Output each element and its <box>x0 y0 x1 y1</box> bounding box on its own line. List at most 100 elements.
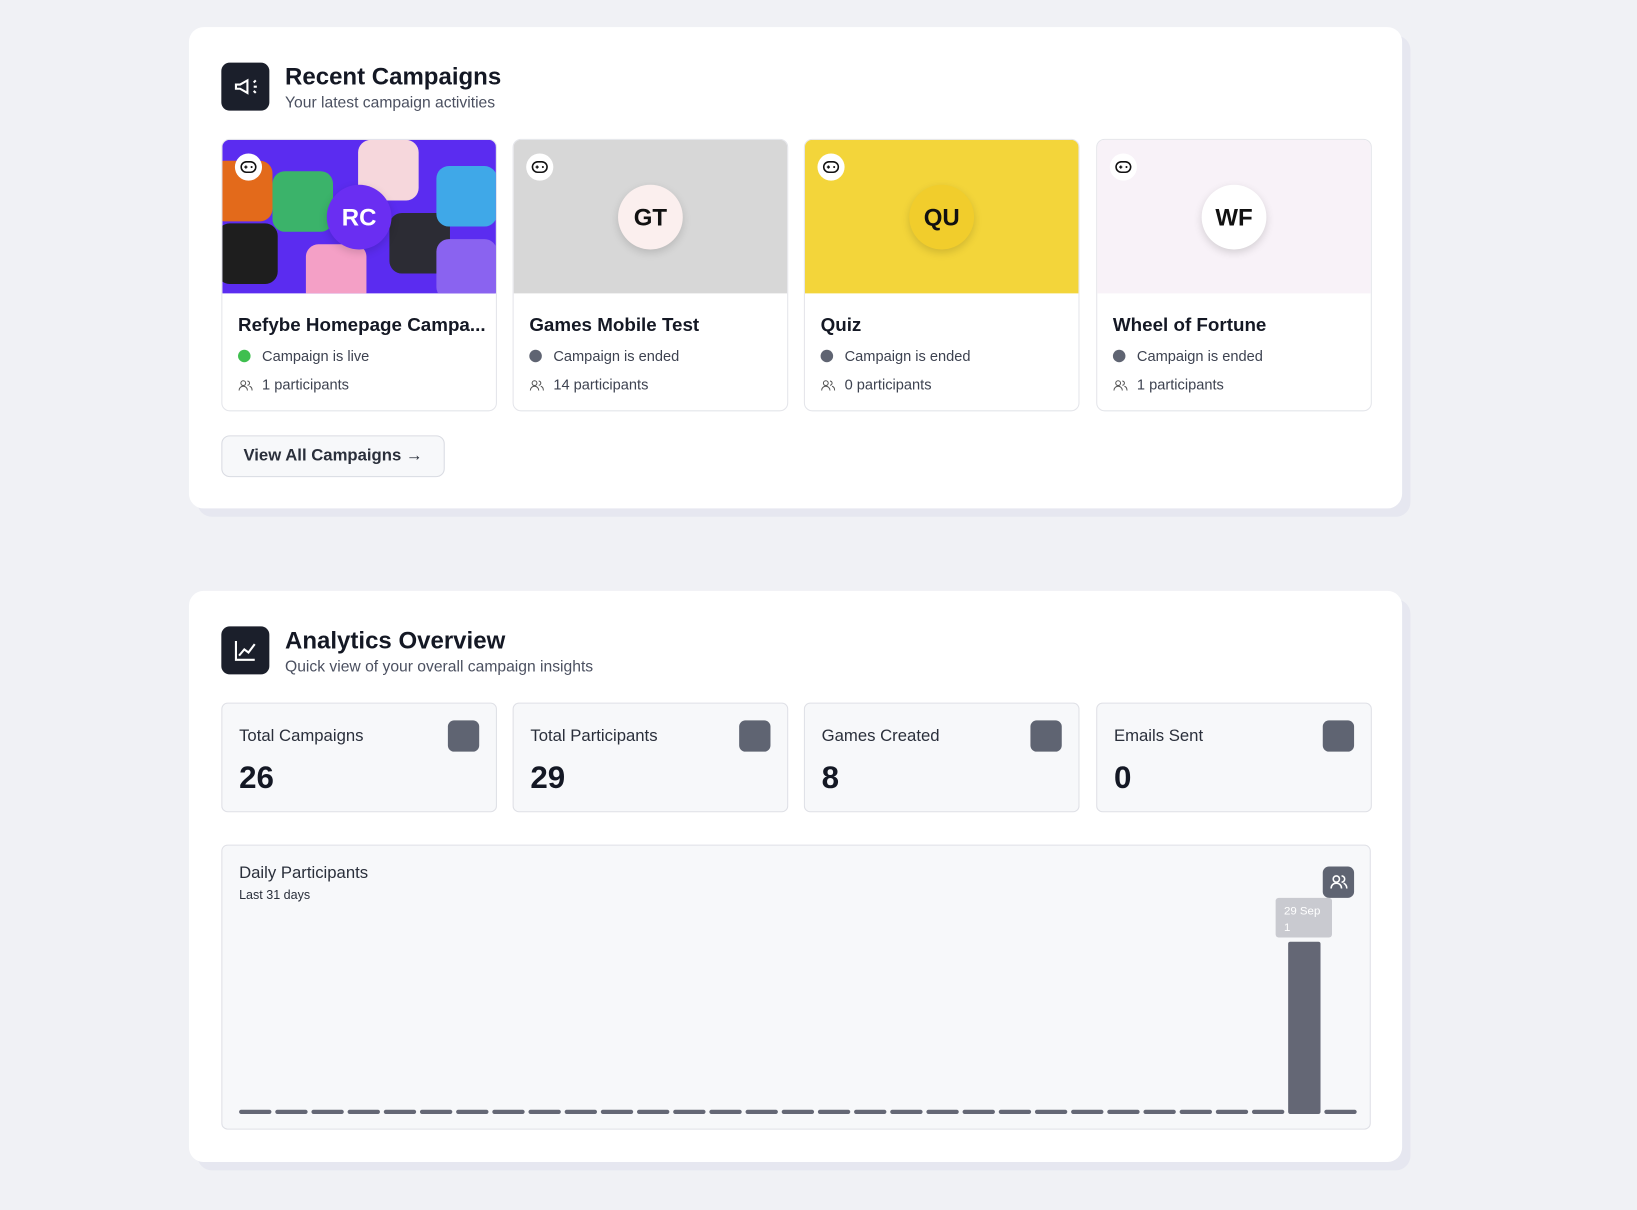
people-icon <box>1113 380 1128 391</box>
people-icon-wrap <box>238 378 253 397</box>
chart-box: Daily Participants Last 31 days 29 Sep 1 <box>221 844 1371 1130</box>
campaigns-panel: Recent Campaigns Your latest campaign ac… <box>188 27 1403 509</box>
icon-svg <box>234 641 256 661</box>
chart-title: Daily Participants <box>239 864 369 883</box>
stat-card: Total Participants 29 <box>512 702 789 813</box>
bar <box>1324 1109 1357 1114</box>
section-subtitle: Quick view of your overall campaign insi… <box>285 657 594 676</box>
bar <box>383 1109 417 1114</box>
tile <box>222 223 278 284</box>
gamepad-icon <box>240 161 257 174</box>
bar <box>564 1109 598 1114</box>
stat-icon <box>739 720 771 752</box>
campaign-initials: GT <box>618 184 683 250</box>
campaign-image: WF <box>1097 139 1371 294</box>
people-icon-wrap <box>821 378 836 397</box>
bar <box>817 1109 851 1114</box>
gamepad-icon <box>822 161 840 174</box>
bar <box>311 1109 344 1114</box>
bar <box>781 1109 815 1114</box>
tile <box>272 171 334 232</box>
stat-card: Games Created 8 <box>803 702 1080 813</box>
bar <box>347 1109 380 1114</box>
campaign-name: Wheel of Fortune <box>1112 314 1267 336</box>
stat-icon <box>447 720 480 752</box>
bar <box>419 1109 453 1114</box>
campaign-participants: 14 participants <box>553 375 649 393</box>
campaign-name: Refybe Homepage Campa... <box>238 314 486 336</box>
users-icon <box>1322 866 1355 898</box>
bar <box>492 1109 525 1114</box>
campaign-participants: 1 participants <box>262 375 349 393</box>
chart-icon <box>221 626 270 675</box>
megaphone-icon <box>221 62 270 111</box>
icon-svg <box>234 78 257 95</box>
icon-svg <box>1330 875 1348 889</box>
section-title: Recent Campaigns <box>285 62 502 90</box>
status-dot <box>1112 349 1126 363</box>
stat-card: Emails Sent 0 <box>1096 702 1372 813</box>
campaign-status: Campaign is ended <box>1136 347 1263 365</box>
campaign-name: Quiz <box>820 314 862 336</box>
campaign-card[interactable]: QU Quiz Campaign is ended 0 participants <box>803 138 1080 412</box>
stat-label: Total Participants <box>530 727 658 746</box>
bar-chart: 29 Sep 1 <box>239 897 1357 1114</box>
stat-card: Total Campaigns 26 <box>221 702 497 813</box>
campaign-initials: RC <box>326 184 392 250</box>
bar <box>456 1109 489 1114</box>
game-badge <box>234 153 263 181</box>
people-icon <box>821 380 836 391</box>
stat-label: Emails Sent <box>1113 727 1204 746</box>
bar <box>600 1109 634 1114</box>
status-dot <box>529 349 542 363</box>
campaign-image: RC <box>222 139 496 294</box>
stat-label: Games Created <box>821 727 940 746</box>
campaign-card[interactable]: RC Refybe Homepage Campa... Campaign is li… <box>221 138 497 412</box>
stat-icon <box>1030 720 1062 752</box>
section-subtitle: Your latest campaign activities <box>285 93 496 112</box>
stat-value: 8 <box>821 761 840 796</box>
status-dot <box>820 349 834 363</box>
campaign-participants: 1 participants <box>1136 375 1224 393</box>
bar <box>1179 1109 1212 1114</box>
game-badge <box>817 153 845 181</box>
chart-subtitle: Last 31 days <box>239 887 311 903</box>
stat-label: Total Campaigns <box>239 727 364 746</box>
bar <box>1288 941 1321 1114</box>
campaign-name: Games Mobile Test <box>529 314 700 336</box>
bar <box>1071 1109 1104 1114</box>
tile <box>436 239 496 294</box>
bar <box>1251 1109 1285 1114</box>
campaign-card[interactable]: GT Games Mobile Test Campaign is ended 14 p… <box>512 138 789 412</box>
bar <box>962 1109 995 1114</box>
game-badge <box>1109 153 1137 181</box>
tile <box>436 165 496 227</box>
bar <box>239 1109 272 1114</box>
gamepad-icon <box>531 161 548 174</box>
bar <box>1034 1109 1068 1114</box>
people-icon-wrap <box>1113 378 1128 397</box>
tile <box>305 244 367 294</box>
bar <box>709 1109 742 1114</box>
bar <box>854 1109 887 1114</box>
campaign-image: QU <box>804 139 1079 294</box>
section-title: Analytics Overview <box>285 626 506 654</box>
bar <box>275 1109 308 1114</box>
tooltip-date: 29 Sep <box>1284 906 1320 918</box>
campaign-participants: 0 participants <box>844 375 932 393</box>
campaign-initials: WF <box>1201 184 1267 250</box>
bar <box>1215 1109 1249 1114</box>
game-badge <box>526 153 554 181</box>
stat-value: 0 <box>1113 761 1132 796</box>
stat-value: 26 <box>239 761 274 796</box>
status-dot <box>238 349 251 363</box>
campaign-card[interactable]: WF Wheel of Fortune Campaign is ended 1 par… <box>1096 138 1372 412</box>
analytics-panel: Analytics Overview Quick view of your ov… <box>188 590 1403 1162</box>
bar <box>1143 1109 1176 1114</box>
people-icon-wrap <box>529 378 544 397</box>
gamepad-icon <box>1115 161 1132 174</box>
view-all-button[interactable]: View All Campaigns → <box>221 435 445 478</box>
campaign-image: GT <box>513 139 788 294</box>
